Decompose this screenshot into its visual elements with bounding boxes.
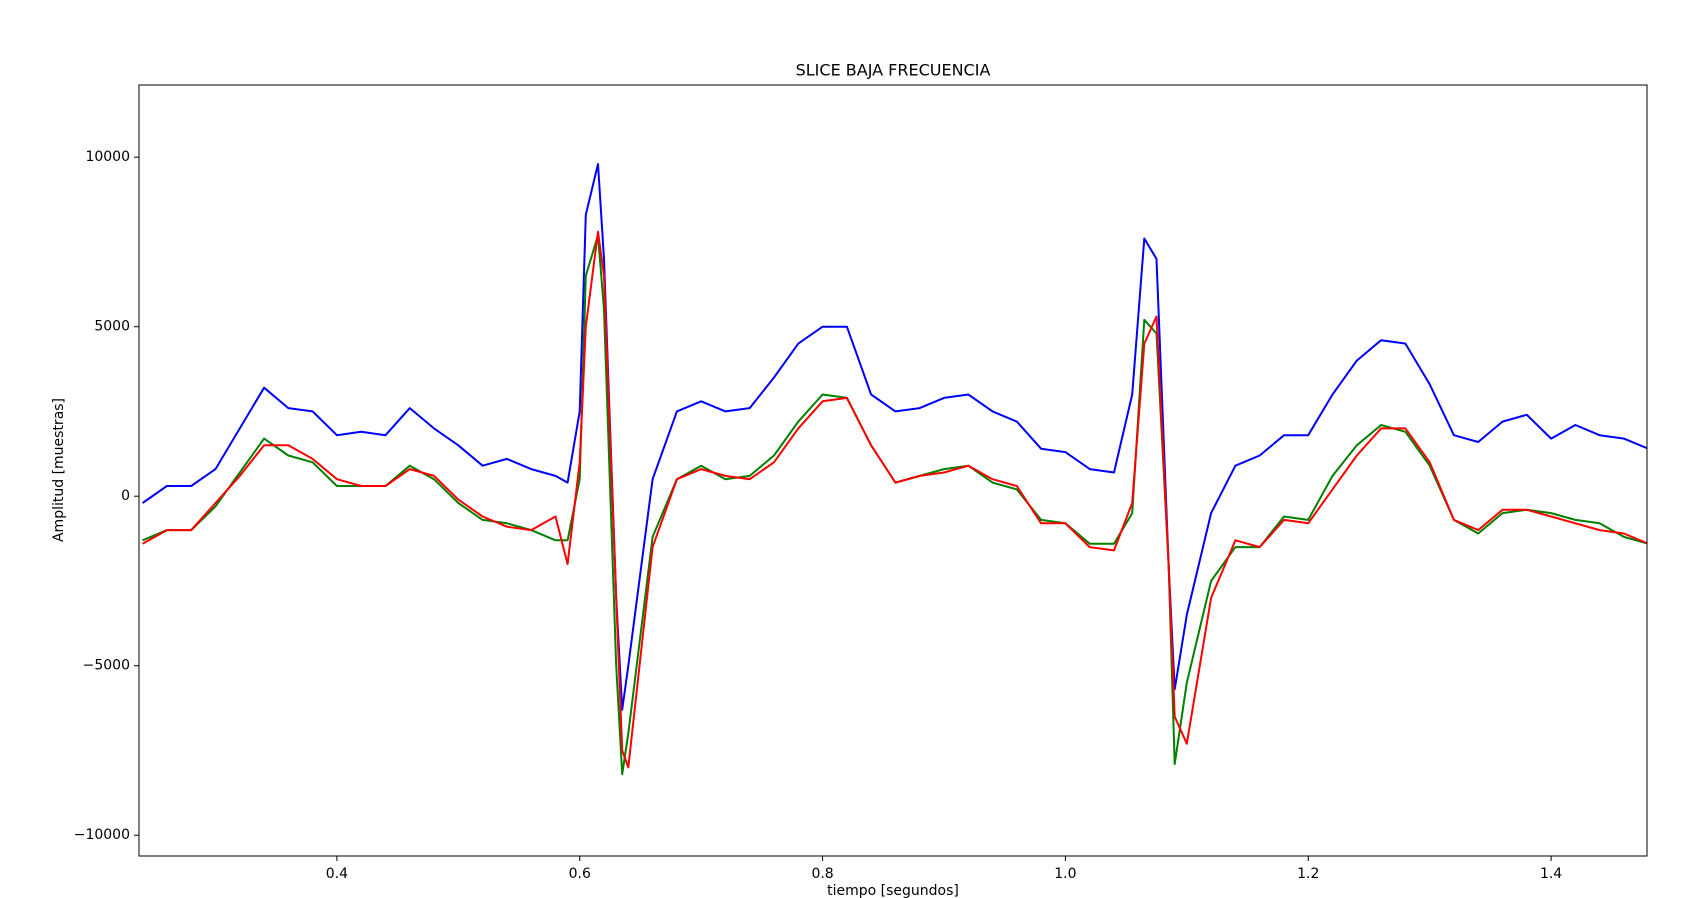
x-tick-label: 1.4 <box>1540 866 1562 882</box>
series-line <box>142 163 1647 711</box>
y-tick-label: 5000 <box>94 319 130 335</box>
x-axis-label: tiempo [segundos] <box>827 883 959 898</box>
x-tick-label: 0.8 <box>811 866 833 882</box>
plot-frame <box>138 84 1648 857</box>
y-tick-label: 0 <box>121 488 130 504</box>
y-tick-label: −10000 <box>74 827 130 843</box>
series-line <box>142 234 1647 776</box>
x-tick-label: 1.2 <box>1297 866 1319 882</box>
x-tick-label: 0.6 <box>569 866 591 882</box>
x-tick-label: 0.4 <box>326 866 348 882</box>
y-tick-label: 10000 <box>85 149 130 165</box>
chart-title: SLICE BAJA FRECUENCIA <box>796 61 991 80</box>
y-tick-label: −5000 <box>83 658 130 674</box>
y-axis-label: Amplitud [muestras] <box>51 398 67 542</box>
series-line <box>142 230 1647 769</box>
x-tick-label: 1.0 <box>1054 866 1076 882</box>
